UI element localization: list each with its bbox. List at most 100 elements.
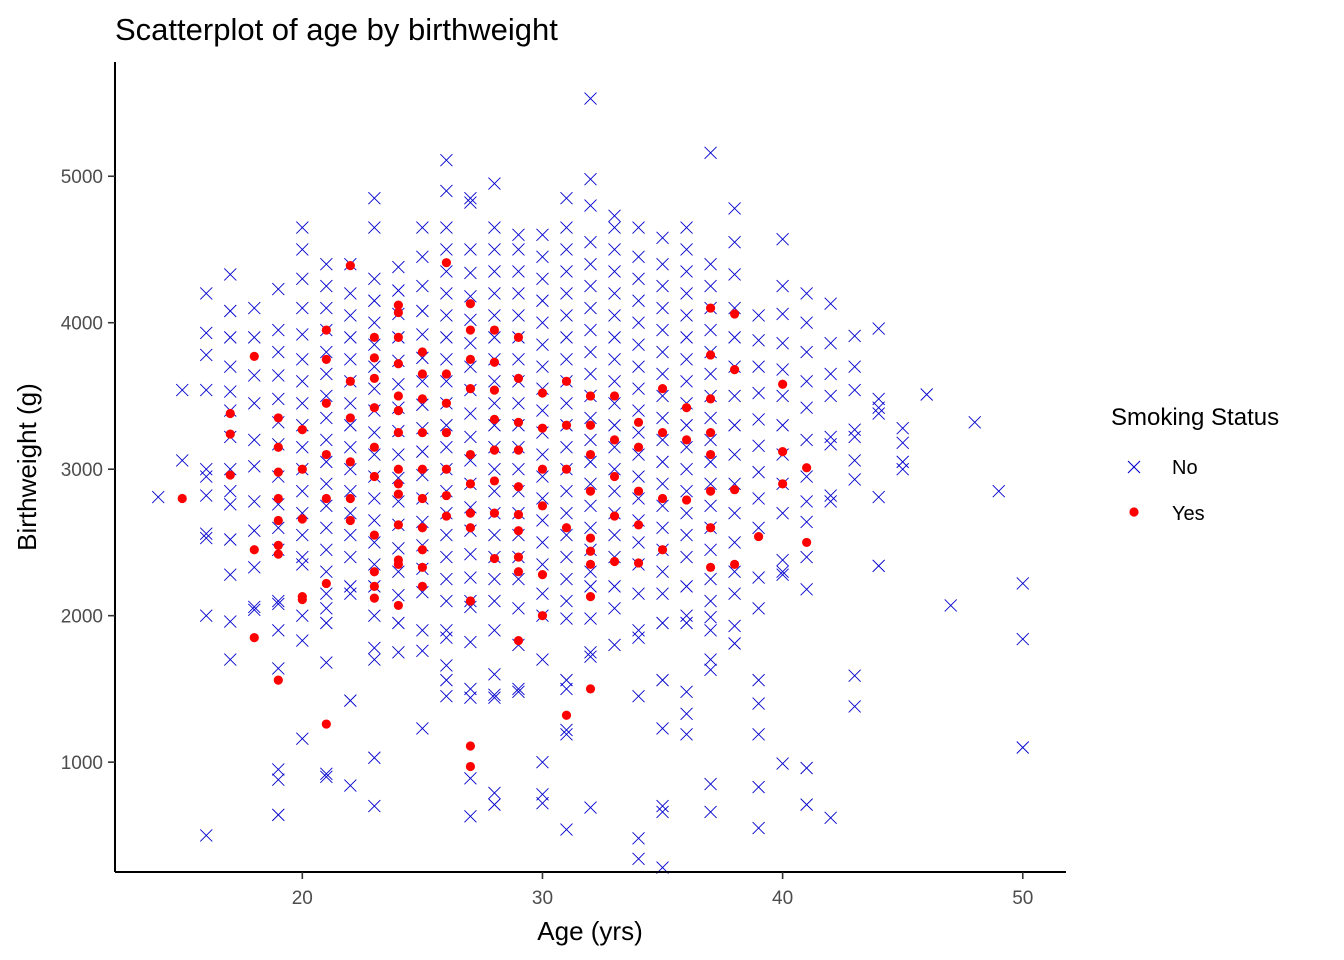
data-point-no bbox=[656, 477, 669, 491]
data-point-no bbox=[632, 338, 645, 352]
data-point-no bbox=[440, 550, 453, 564]
data-point-no bbox=[392, 284, 405, 297]
data-point-no bbox=[608, 484, 621, 498]
data-point-no bbox=[824, 367, 837, 381]
data-point-no bbox=[344, 694, 357, 707]
data-point-no bbox=[896, 462, 910, 476]
data-point-no bbox=[416, 279, 429, 293]
data-point-no bbox=[223, 653, 237, 666]
data-point-yes bbox=[321, 449, 331, 460]
data-point-no bbox=[199, 470, 213, 483]
data-point-yes bbox=[417, 523, 427, 533]
data-point-yes bbox=[705, 394, 716, 404]
data-point-no bbox=[728, 389, 741, 403]
data-point-yes bbox=[609, 556, 620, 567]
data-point-no bbox=[632, 470, 645, 483]
data-point-no bbox=[368, 751, 381, 765]
data-point-yes bbox=[705, 562, 716, 572]
data-point-no bbox=[848, 473, 861, 486]
data-point-no bbox=[656, 279, 669, 293]
data-point-no bbox=[199, 287, 213, 300]
data-point-no bbox=[608, 209, 621, 223]
data-point-yes bbox=[609, 471, 620, 482]
data-point-yes bbox=[393, 307, 403, 318]
data-point-no bbox=[368, 360, 381, 373]
data-point-yes bbox=[705, 350, 716, 360]
data-point-no bbox=[728, 565, 741, 579]
plot-area bbox=[151, 92, 1030, 874]
data-point-yes bbox=[441, 464, 452, 474]
data-point-no bbox=[608, 418, 621, 432]
data-point-no bbox=[488, 691, 501, 705]
data-point-no bbox=[800, 401, 813, 414]
data-point-no bbox=[295, 609, 309, 622]
data-point-yes bbox=[369, 403, 379, 413]
data-point-no bbox=[584, 345, 597, 359]
data-point-no bbox=[824, 489, 837, 502]
data-point-no bbox=[632, 492, 645, 505]
data-point-no bbox=[704, 455, 717, 469]
data-point-yes bbox=[441, 369, 452, 379]
data-point-no bbox=[488, 462, 501, 476]
data-point-no bbox=[271, 763, 285, 776]
data-point-no bbox=[392, 616, 405, 630]
data-point-no bbox=[656, 389, 669, 403]
data-point-yes bbox=[369, 373, 379, 383]
data-point-no bbox=[223, 268, 237, 281]
data-point-no bbox=[560, 440, 573, 454]
data-point-no bbox=[488, 594, 501, 608]
data-point-no bbox=[776, 279, 789, 293]
data-point-no bbox=[440, 440, 453, 454]
data-point-no bbox=[536, 338, 549, 352]
data-point-yes bbox=[585, 684, 596, 694]
data-point-no bbox=[608, 331, 621, 344]
data-point-yes bbox=[681, 435, 692, 445]
data-point-yes bbox=[585, 391, 596, 401]
data-point-no bbox=[440, 572, 453, 586]
data-point-no bbox=[608, 265, 621, 278]
data-point-no bbox=[344, 353, 357, 366]
data-point-no bbox=[632, 587, 645, 601]
data-point-no bbox=[536, 587, 549, 601]
data-point-no bbox=[271, 345, 285, 359]
data-point-no bbox=[560, 594, 573, 608]
data-point-yes bbox=[345, 376, 355, 386]
data-point-no bbox=[199, 383, 213, 397]
data-point-no bbox=[752, 413, 765, 426]
data-point-no bbox=[656, 345, 669, 359]
data-point-no bbox=[632, 426, 645, 439]
data-point-no bbox=[464, 266, 477, 280]
data-point-yes bbox=[465, 354, 476, 364]
data-point-no bbox=[320, 411, 333, 425]
data-point-no bbox=[295, 272, 309, 286]
data-point-no bbox=[416, 374, 429, 388]
data-point-no bbox=[824, 430, 837, 444]
data-point-no bbox=[704, 367, 717, 381]
data-point-no bbox=[800, 433, 813, 447]
data-point-no bbox=[247, 561, 261, 574]
data-point-no bbox=[584, 257, 597, 271]
data-point-no bbox=[704, 653, 717, 666]
data-point-yes bbox=[441, 258, 452, 268]
data-point-yes bbox=[633, 486, 644, 496]
data-point-no bbox=[632, 382, 645, 395]
data-point-no bbox=[512, 309, 525, 322]
data-point-no bbox=[271, 597, 285, 611]
data-point-yes bbox=[393, 391, 403, 401]
data-point-no bbox=[512, 353, 525, 366]
data-point-yes bbox=[513, 552, 524, 562]
data-point-yes bbox=[705, 303, 716, 313]
data-point-yes bbox=[321, 325, 331, 335]
y-axis-title: Birthweight (g) bbox=[12, 383, 42, 551]
data-point-no bbox=[584, 499, 597, 513]
data-point-no bbox=[368, 799, 381, 813]
data-point-no bbox=[632, 272, 645, 286]
data-point-no bbox=[464, 360, 477, 373]
data-point-no bbox=[320, 499, 333, 513]
data-point-no bbox=[872, 401, 886, 414]
data-point-no bbox=[320, 301, 333, 315]
data-point-yes bbox=[417, 464, 427, 474]
data-point-no bbox=[440, 243, 453, 256]
data-point-yes bbox=[273, 467, 283, 477]
data-point-no bbox=[752, 571, 765, 584]
